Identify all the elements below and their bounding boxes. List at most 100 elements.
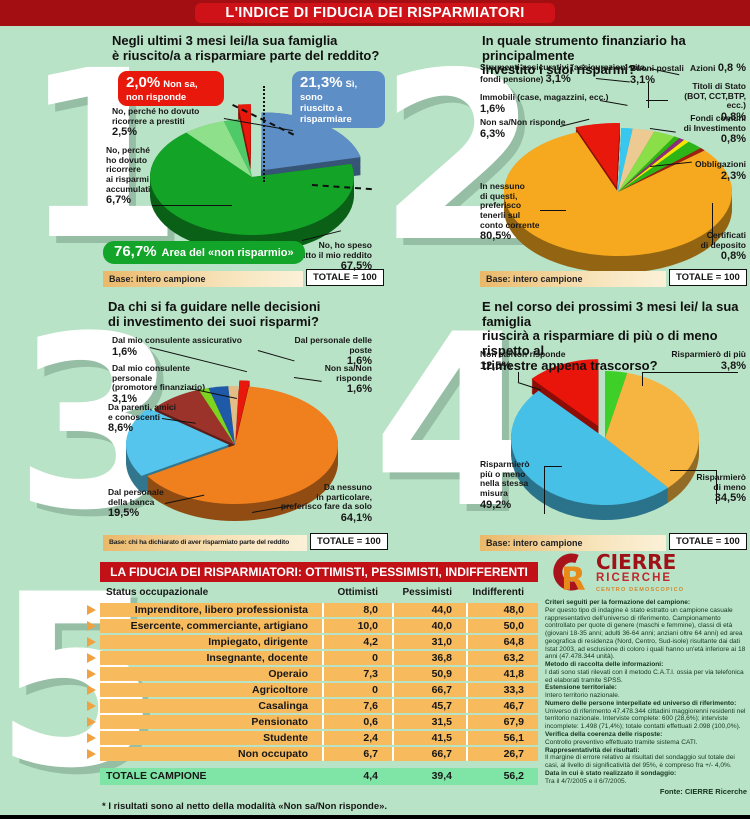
table-row: Imprenditore, libero professionista 8,0 44… [87,603,538,617]
cierre-logo: R CIERRE RICERCHE CENTRO DEMOSCOPICO [545,552,747,594]
pct-non-sa: 2,0% [126,74,161,91]
leader-line [642,372,738,373]
col-status: Status occupazionale [106,587,209,598]
label-azioni: Azioni 0,8 % [689,62,746,74]
dotted-divider [263,86,265,182]
table-header-row: Status occupazionale Ottimisti Pessimist… [100,585,538,600]
leader-line [716,470,717,504]
label-speso-tutto: No, ho speso tutto il mio reddito 67,5% [297,240,372,273]
col-indifferenti: Indifferenti [472,587,524,598]
pie-chart-2 [488,98,748,283]
note-heading: Data in cui è stato realizzato il sondag… [545,769,677,777]
label-obbligazioni: Obbligazioni 2,3% [695,159,746,182]
pct-si: 21,3% [300,74,343,91]
svg-text:R: R [561,560,586,594]
note-text: I dati sono stati rilevati con il metodo… [545,668,744,684]
col-pessimisti: Pessimisti [402,587,452,598]
note-text: Tra il 4/7/2005 e il 6/7/2005. [545,777,627,785]
label-fondi-comuni: Fondi comuni di Investimento 0,8% [683,113,746,146]
table-row: Non occupato 6,7 66,7 26,7 [87,747,538,761]
label-certificati: Certificati di deposito 0,8% [700,230,746,263]
totale-box-2: TOTALE = 100 [669,269,747,286]
question-1-title: Negli ultimi 3 mesi lei/la sua famiglia … [112,33,380,63]
note-heading: Verifica della coerenza delle risposte: [545,731,663,739]
methodology-column: R CIERRE RICERCHE CENTRO DEMOSCOPICO Cri… [545,552,747,797]
leader-line [540,210,566,211]
table-row: Impiegato, dirigente 4,2 31,0 64,8 [87,635,538,649]
pie-chart-4 [492,352,722,537]
label-banca: Dal personale della banca 19,5% [108,487,164,520]
cierre-logo-icon: R [553,553,586,594]
row-bullet-icon [87,669,96,679]
label-titoli-di-stato: Titoli di Stato (BOT, CCT,BTP, ecc.) 0,8… [684,81,746,124]
callout-non-sa: 2,0% Non sa, non risponde [118,71,224,106]
label-consulente-personale: Dal mio consulente personale (promotore … [112,363,206,406]
row-bullet-icon [87,621,96,631]
base-note-4: Base: intero campione [480,535,666,551]
label-strumenti-assicurativi: Strumenti assicurativi (assicurazioni vi… [480,62,648,85]
question-2-title: In quale strumento finanziario ha princi… [482,33,686,78]
label-risparmiero-piu: Risparmierò di più 3,8% [671,349,746,372]
label-da-nessuno: Da nessuno in particolare, preferisco fa… [280,482,372,525]
leader-line [670,470,716,471]
table-footnote: * I risultati sono al netto della modali… [102,801,388,812]
table-row: Insegnante, docente 0 36,8 63,2 [87,651,538,665]
label-risparmi-accumulati: No, perché ho dovuto ricorrere ai rispar… [106,145,151,207]
note-heading: Estensione territoriale: [545,684,617,692]
pie-chart-3 [118,358,358,548]
logo-name: CIERRE [596,549,677,574]
note-heading: Criteri seguiti per la formazione del ca… [545,599,691,606]
label-non-sa-2: Non sa/Non risponde 6,3% [480,117,566,140]
leader-line [152,205,232,206]
table-row: Agricoltore 0 66,7 33,3 [87,683,538,697]
section-number-4: 4 [372,284,538,561]
table-title-bar: LA FIDUCIA DEI RISPARMIATORI: OTTIMISTI,… [100,562,538,582]
question-3-title: Da chi si fa guidare nelle decisioni di … [108,299,321,329]
label-conto-corrente: In nessuno di questi, preferisco tenerli… [480,181,540,243]
label-parenti: Da parenti, amici e conoscenti 8,6% [108,402,177,435]
leader-line [646,100,668,101]
leader-line [648,82,649,108]
table-row: Casalinga 7,6 45,7 46,7 [87,699,538,713]
methodology-notes: Criteri seguiti per la formazione del ca… [545,599,747,797]
note-text: Per questo tipo di indagine è stato estr… [545,606,746,661]
totale-box-3: TOTALE = 100 [310,533,388,550]
leader-line [544,466,562,467]
col-ottimisti: Ottimisti [337,587,378,598]
row-bullet-icon [87,717,96,727]
pie-chart-1 [140,85,380,280]
table-row: Studente 2,4 41,5 56,1 [87,731,538,745]
leader-line [712,203,713,245]
base-note-2: Base: intero campione [480,271,666,287]
page-title: L'INDICE DI FIDUCIA DEI RISPARMIATORI [195,3,555,23]
row-bullet-icon [87,733,96,743]
note-text: Intero territorio nazionale. [545,692,620,700]
source-credit: Fonte: CIERRE Ricerche [659,787,747,797]
note-heading: Rappresentatività dei risultati: [545,746,640,754]
label-risparmiero-meno: Risparmierò di meno 34,5% [696,472,746,505]
table-total-row: TOTALE CAMPIONE 4,4 39,4 56,2 [100,768,538,785]
leader-line [642,372,643,386]
confidence-table: Status occupazionale Ottimisti Pessimist… [87,585,538,785]
totale-box-1: TOTALE = 100 [306,269,384,286]
leader-line [544,466,545,514]
base-note-1: Base: intero campione [103,271,303,287]
row-bullet-icon [87,637,96,647]
cierre-logo-text: CIERRE RICERCHE CENTRO DEMOSCOPICO [596,549,684,593]
area-non-risparmio-badge: 76,7% Area del «non risparmio» [103,241,305,264]
label-buoni-postali: Buoni postali 3,1% [630,63,684,86]
note-text: Il margine di errore relativo ai risulta… [545,754,735,770]
totale-box-4: TOTALE = 100 [669,533,747,550]
logo-sub: RICERCHE [596,571,673,584]
note-heading: Metodo di raccolta delle informazioni: [545,661,664,669]
title-banner: L'INDICE DI FIDUCIA DEI RISPARMIATORI [0,0,750,26]
label-immobili: Immobili (case, magazzini, ecc.) 1,6% [480,92,609,115]
label-stessa-misura: Risparmierò più o meno nella stessa misu… [480,459,530,511]
row-bullet-icon [87,685,96,695]
question-4-title: E nel corso dei prossimi 3 mesi lei/ la … [482,299,739,373]
label-prestiti: No, perché ho dovuto ricorrere a prestit… [112,106,200,139]
base-note-3: Base: chi ha dichiarato di aver risparmi… [103,535,307,551]
row-bullet-icon [87,701,96,711]
row-bullet-icon [87,605,96,615]
